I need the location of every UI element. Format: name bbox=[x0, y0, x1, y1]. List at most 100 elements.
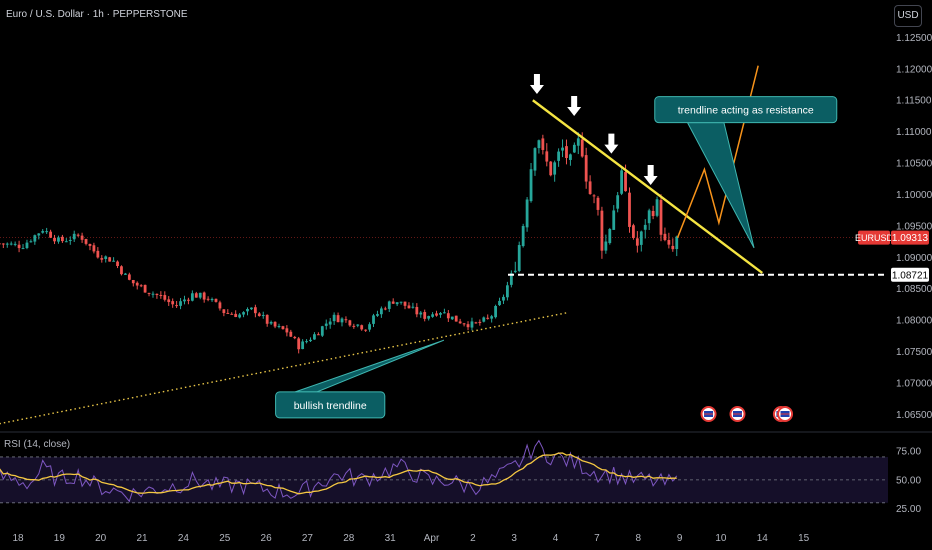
candle-body bbox=[415, 306, 419, 315]
candle-body bbox=[336, 315, 340, 323]
candle-body bbox=[435, 313, 438, 316]
candle-body bbox=[84, 238, 88, 244]
candle-body bbox=[222, 309, 226, 314]
candle-body bbox=[506, 285, 509, 298]
candle-body bbox=[419, 312, 423, 315]
candle-body bbox=[663, 233, 667, 241]
price-tick-label: 1.11500 bbox=[896, 96, 932, 107]
candle-body bbox=[498, 300, 501, 306]
price-tick-label: 1.09500 bbox=[896, 221, 932, 232]
rsi-label[interactable]: RSI (14, close) bbox=[4, 439, 71, 450]
time-tick-label: 9 bbox=[677, 533, 683, 544]
candle-body bbox=[368, 324, 371, 330]
candle-body bbox=[639, 231, 643, 245]
time-axis[interactable]: 18 19 20 21 24 25 26 27 28 31 Apr 2 3 4 7 8 9 10 14 15 bbox=[12, 533, 809, 544]
rsi-tick-label: 25.00 bbox=[896, 504, 921, 515]
price-tick-label: 1.10000 bbox=[896, 190, 932, 201]
candle-body bbox=[265, 314, 269, 324]
candle-body bbox=[76, 234, 80, 236]
candle-body bbox=[194, 293, 198, 298]
time-tick-label: Apr bbox=[424, 533, 440, 544]
candle-body bbox=[376, 314, 379, 316]
candle-body bbox=[21, 248, 25, 250]
time-tick-label: 2 bbox=[470, 533, 476, 544]
candle-body bbox=[5, 243, 9, 245]
candle-body bbox=[72, 233, 76, 240]
candle-body bbox=[411, 306, 415, 308]
candles bbox=[0, 132, 679, 354]
candle-body bbox=[293, 336, 297, 339]
arrow-down-icon bbox=[529, 73, 544, 94]
rsi-line bbox=[0, 439, 678, 503]
candle-body bbox=[537, 140, 541, 149]
candle-body bbox=[596, 197, 600, 210]
candle-body bbox=[372, 315, 375, 324]
candle-body bbox=[616, 195, 620, 209]
candle-body bbox=[387, 301, 391, 309]
price-tick-label: 1.08500 bbox=[896, 284, 932, 295]
candle-body bbox=[167, 299, 171, 303]
candle-body bbox=[628, 192, 631, 227]
candle-body bbox=[316, 334, 320, 336]
candle-body bbox=[399, 301, 403, 303]
candle-body bbox=[285, 328, 289, 333]
candle-body bbox=[604, 241, 608, 251]
current-price-tag-bg bbox=[891, 230, 929, 245]
candle-body bbox=[502, 296, 505, 301]
candle-body bbox=[238, 314, 242, 318]
candle-body bbox=[525, 199, 529, 228]
candle-body bbox=[104, 256, 108, 259]
candle-body bbox=[242, 312, 245, 315]
bullish-trendline bbox=[0, 311, 569, 425]
candle-body bbox=[379, 308, 383, 315]
candle-body bbox=[478, 321, 482, 323]
candle-body bbox=[439, 313, 442, 315]
candle-body bbox=[541, 138, 545, 150]
candle-body bbox=[116, 261, 119, 267]
candle-body bbox=[340, 318, 344, 323]
price-tick-label: 1.07000 bbox=[896, 378, 932, 389]
currency-button[interactable]: USD bbox=[894, 5, 922, 27]
candle-body bbox=[253, 307, 257, 314]
candle-body bbox=[309, 339, 312, 342]
candle-body bbox=[328, 321, 332, 325]
candle-body bbox=[289, 331, 293, 337]
callout-box bbox=[275, 391, 386, 419]
candle-body bbox=[175, 305, 179, 307]
time-tick-label: 19 bbox=[54, 533, 66, 544]
candle-body bbox=[584, 155, 588, 182]
support-price-tag-bg bbox=[891, 267, 929, 282]
time-tick-label: 8 bbox=[635, 533, 641, 544]
candle-body bbox=[557, 151, 561, 161]
candle-body bbox=[151, 293, 155, 295]
candle-body bbox=[569, 154, 572, 160]
candle-body bbox=[246, 308, 249, 312]
candle-body bbox=[549, 161, 553, 176]
time-tick-label: 15 bbox=[798, 533, 810, 544]
candle-body bbox=[0, 243, 1, 245]
candle-body bbox=[49, 231, 52, 238]
rsi-tick-label: 50.00 bbox=[896, 475, 921, 486]
price-tick-label: 1.07500 bbox=[896, 347, 932, 358]
time-tick-label: 27 bbox=[302, 533, 314, 544]
candle-body bbox=[446, 313, 450, 319]
candle-body bbox=[155, 293, 159, 296]
candle-body bbox=[179, 301, 182, 306]
candle-body bbox=[80, 235, 84, 240]
candle-body bbox=[580, 139, 584, 157]
price-axis[interactable]: 1.12500 1.12000 1.11500 1.11000 1.10500 1.100… bbox=[896, 33, 932, 421]
grid bbox=[0, 237, 932, 433]
candle-body bbox=[608, 228, 612, 244]
candle-body bbox=[218, 302, 222, 309]
candle-body bbox=[190, 293, 194, 301]
candle-body bbox=[364, 329, 368, 331]
candle-body bbox=[533, 148, 537, 171]
projection-path bbox=[676, 65, 759, 239]
candle-body bbox=[466, 324, 470, 328]
candle-body bbox=[37, 233, 41, 236]
candle-body bbox=[305, 341, 308, 343]
current-price-tag: 1.09313 bbox=[892, 233, 929, 244]
time-tick-label: 28 bbox=[343, 533, 355, 544]
candle-body bbox=[671, 245, 675, 250]
